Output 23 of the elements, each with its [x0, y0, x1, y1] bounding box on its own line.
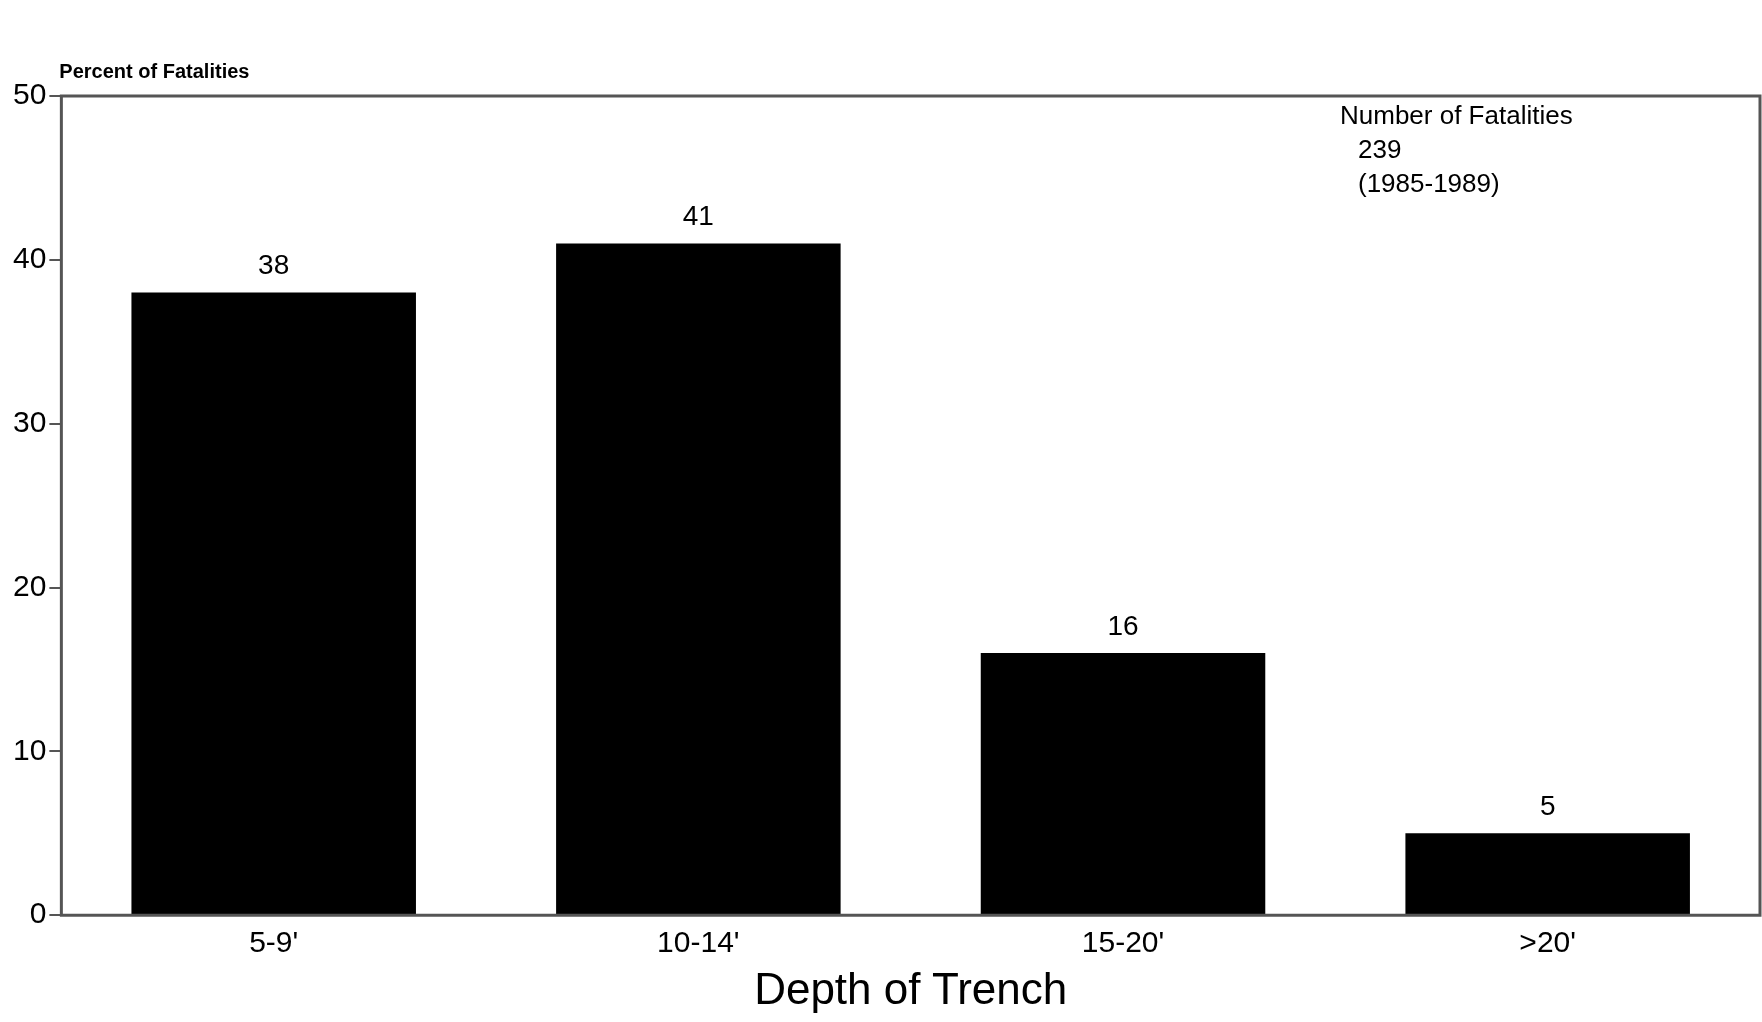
x-tick-label: 10-14': [657, 925, 740, 959]
y-tick-label: 50: [12, 77, 47, 111]
data-label: 5: [1539, 790, 1556, 821]
y-tick-label: 40: [12, 241, 47, 275]
data-label: 41: [682, 200, 714, 232]
bar: [131, 292, 416, 915]
annotation: 239: [1358, 134, 1402, 165]
annotation: (1985-1989): [1358, 168, 1500, 199]
y-tick-label: 30: [12, 404, 47, 438]
data-label: 16: [1107, 609, 1139, 641]
x-tick-label: 5-9': [249, 925, 299, 959]
bar: [980, 653, 1266, 915]
x-axis-title: Depth of Trench: [754, 963, 1068, 1013]
y-tick-label: 10: [12, 732, 47, 766]
x-tick-label: 15-20': [1081, 925, 1165, 959]
annotation: Number of Fatalities: [1340, 100, 1573, 131]
bar: [1405, 833, 1690, 915]
y-tick-label: 0: [29, 896, 47, 930]
y-axis-title: Percent of Fatalities: [59, 59, 250, 82]
data-label: 38: [258, 249, 290, 281]
bar: [556, 243, 841, 915]
x-tick-label: >20': [1519, 925, 1576, 959]
y-tick-label: 20: [12, 568, 47, 602]
